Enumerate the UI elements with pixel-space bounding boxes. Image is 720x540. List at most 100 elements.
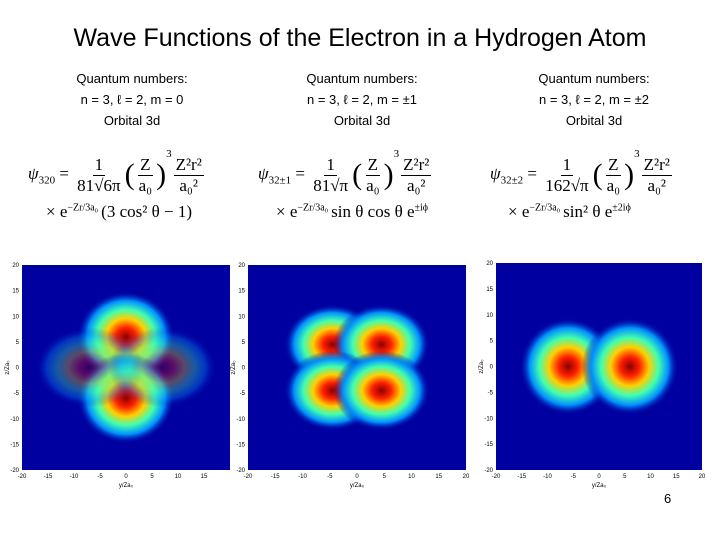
equation-row: × e−Zr/3a₀ sin² θ e±2iϕ [508, 202, 674, 222]
y-tick-label: 20 [486, 261, 493, 267]
x-tick-label: 0 [355, 474, 359, 480]
x-tick-label: 15 [201, 474, 208, 480]
y-tick-label: -5 [240, 391, 246, 397]
x-tick-label: -10 [70, 474, 79, 480]
orbital-plot: -20 -15 -10 -5 0 5 10 15 20 15 10 5 0 -5 -10 -15 -20 y/Za… [5, 263, 230, 489]
power: 3 [166, 148, 172, 160]
x-tick-label: -20 [244, 474, 253, 480]
y-tick-label: 10 [486, 313, 493, 319]
x-tick-label: -10 [543, 474, 552, 480]
x-tick-label: 5 [623, 474, 627, 480]
angular: sin θ cos θ e [331, 201, 415, 221]
x-tick-label: -15 [44, 474, 53, 480]
ratio-num: Z [606, 154, 621, 176]
coefficient: 1 81√π [311, 155, 350, 196]
times-exp: × e [276, 201, 298, 221]
panel-header-line: Quantum numbers: [538, 71, 650, 86]
y-axis-label: z/Za₀ [479, 359, 485, 374]
angular-exponent: ±2iϕ [612, 201, 631, 213]
paren: ( [124, 158, 135, 192]
x-tick-label: 20 [699, 474, 706, 480]
panel-header-line: Quantum numbers: [76, 71, 188, 86]
x-axis-label: y/Za₀ [592, 483, 607, 489]
y-tick-label: 15 [486, 287, 493, 293]
y-tick-label: 10 [238, 314, 245, 320]
panel-header-line: Orbital 3d [103, 113, 161, 128]
exponent: −Zr/3a₀ [529, 201, 561, 213]
psi-subscript: 32±1 [268, 174, 292, 187]
power: 3 [393, 148, 400, 160]
psi: ψ [490, 164, 501, 183]
angular: (3 cos² θ − 1) [101, 201, 192, 221]
y-tick-label: -15 [10, 442, 19, 448]
radial-num: Z²r² [173, 154, 204, 176]
y-tick-label: 20 [12, 263, 19, 269]
ratio-num: Z [365, 154, 381, 176]
x-tick-label: 15 [435, 474, 442, 480]
paren: ) [624, 158, 635, 192]
angular: sin² θ e [563, 201, 613, 221]
coefficient: 1 162√π [543, 155, 590, 196]
orbital-lobe [581, 318, 679, 415]
psi-subscript: 320 [38, 174, 56, 187]
panel-header-line: Quantum numbers: [306, 71, 418, 86]
radial: Z²r² a₀² [641, 154, 672, 196]
times-exp: × e [46, 201, 68, 221]
orbital-lobe [333, 350, 430, 431]
y-tick-label: 5 [16, 340, 20, 346]
y-tick-label: 20 [238, 263, 245, 269]
x-tick-label: -5 [97, 474, 103, 480]
psi-subscript: 32±2 [500, 174, 524, 187]
panel-header-line: Orbital 3d [565, 113, 623, 128]
x-tick-label: 20 [463, 474, 470, 480]
y-tick-label: -20 [484, 468, 493, 474]
coefficient: 1 81√6π [75, 155, 122, 196]
y-tick-label: 15 [12, 289, 19, 295]
radial-den: a₀² [406, 175, 426, 195]
x-tick-label: 10 [175, 474, 182, 480]
y-tick-label: -5 [14, 391, 20, 397]
exponent: −Zr/3a₀ [297, 201, 329, 213]
y-tick-label: 0 [242, 366, 246, 372]
paren: ( [352, 158, 363, 192]
y-tick-label: -15 [484, 442, 493, 448]
coef-den: 81√π [313, 175, 349, 195]
x-tick-label: 15 [673, 474, 680, 480]
radial: Z²r² a₀² [173, 154, 204, 196]
y-tick-label: -20 [236, 468, 245, 474]
coef-num: 1 [92, 154, 106, 176]
panel-header-line: Orbital 3d [333, 113, 391, 128]
psi: ψ [28, 164, 39, 183]
equals: = [55, 164, 74, 183]
page-number: 6 [664, 491, 672, 506]
x-axis-label: y/Za₀ [350, 483, 365, 489]
x-tick-label: -15 [517, 474, 526, 480]
y-tick-label: 0 [490, 365, 494, 371]
coef-num: 1 [560, 154, 574, 176]
paren: ) [156, 158, 167, 192]
y-tick-label: -10 [10, 417, 19, 423]
x-tick-label: -20 [18, 474, 27, 480]
panel-header-line: n = 3, ℓ = 2, m = ±2 [539, 92, 649, 107]
x-tick-label: -5 [571, 474, 577, 480]
orbital-lobe [108, 327, 217, 408]
x-tick-label: 5 [150, 474, 154, 480]
panel-header-line: n = 3, ℓ = 2, m = 0 [80, 92, 184, 107]
equation-row: × e−Zr/3a₀ (3 cos² θ − 1) [46, 202, 206, 222]
radial-num: Z²r² [641, 154, 672, 176]
equals: = [523, 164, 542, 183]
x-tick-label: -20 [492, 474, 501, 480]
orbital-plot: -20 -15 -10 -5 0 5 10 15 20 20 15 10 5 0 -5 -10 -15 -20 y/… [479, 261, 706, 489]
y-tick-label: -10 [236, 417, 245, 423]
angular-exponent: ±iϕ [414, 201, 429, 213]
x-tick-label: 0 [597, 474, 601, 480]
paren: ( [592, 158, 603, 192]
psi: ψ [258, 164, 269, 183]
